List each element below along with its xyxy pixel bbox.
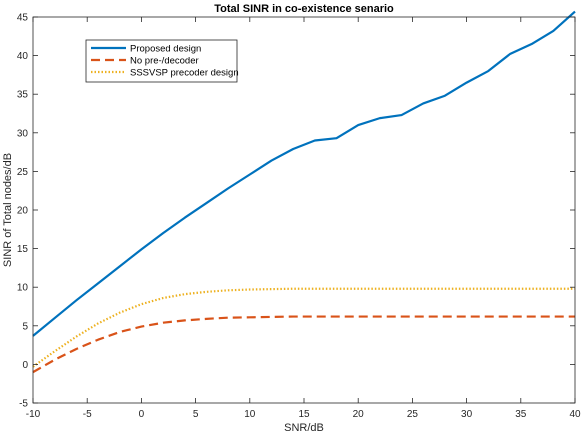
x-tick-label: 10: [244, 409, 256, 420]
y-tick-label: 45: [17, 13, 29, 24]
series-layer: [32, 10, 576, 374]
x-tick-label: 5: [193, 409, 199, 420]
series-line-0: [32, 10, 576, 337]
y-tick-label: -5: [19, 399, 28, 410]
y-tick-label: 5: [22, 321, 28, 332]
y-tick-label: 35: [17, 90, 29, 101]
series-line-2: [32, 287, 575, 368]
y-tick-label: 25: [17, 167, 29, 178]
y-tick-label: 15: [17, 244, 29, 255]
y-tick-label: 0: [22, 360, 28, 371]
y-tick-label: 40: [17, 51, 29, 62]
y-tick-label: 20: [17, 206, 29, 217]
x-tick-label: 0: [139, 409, 145, 420]
x-tick-label: 40: [569, 409, 581, 420]
chart-title: Total SINR in co-existence senario: [214, 3, 394, 15]
x-tick-label: 25: [407, 409, 419, 420]
x-tick-label: 30: [461, 409, 473, 420]
series-line-1: [32, 315, 575, 374]
y-tick-label: 30: [17, 128, 29, 139]
x-tick-label: 20: [353, 409, 365, 420]
legend-label-1: No pre-/decoder: [130, 56, 199, 67]
x-tick-label: 35: [515, 409, 527, 420]
legend-label-0: Proposed design: [130, 44, 201, 55]
legend-label-2: SSSVSP precoder design: [130, 68, 239, 79]
y-tick-label: 10: [17, 283, 29, 294]
x-tick-label: -10: [26, 409, 41, 420]
y-axis-label: SINR of Total nodes/dB: [2, 153, 14, 267]
x-axis-label: SNR/dB: [284, 422, 324, 434]
x-tick-label: 15: [298, 409, 310, 420]
ticks-layer: -10 -5 0 5 10 15 20 25 30 35 40-505101520253035404…: [17, 13, 581, 421]
x-tick-label: -5: [83, 409, 92, 420]
